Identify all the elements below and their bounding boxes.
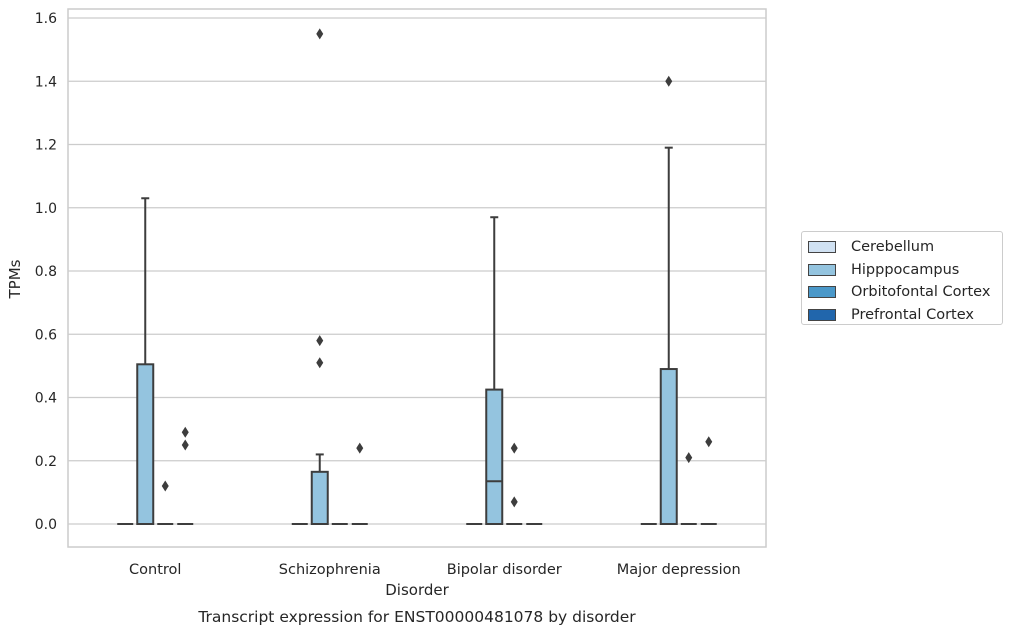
outlier-point: [161, 480, 169, 492]
box-layer: [117, 28, 717, 526]
legend-swatch: [808, 241, 836, 254]
y-tick-label: 0.8: [35, 264, 57, 280]
outlier-point: [181, 426, 189, 438]
y-tick-label: 1.2: [35, 138, 57, 154]
x-tick-labels: Control Schizophrenia Bipolar disorder Majo…: [129, 562, 741, 578]
x-tick-label: Schizophrenia: [279, 562, 381, 578]
outlier-point: [705, 436, 713, 448]
legend-item: Orbitofontal Cortex: [808, 281, 996, 304]
box: [485, 388, 504, 525]
y-axis-label: TPMs: [6, 259, 24, 299]
outlier-point: [510, 442, 518, 454]
x-tick-label: Control: [129, 562, 181, 578]
box-group: [157, 480, 174, 525]
box-group: [177, 426, 194, 525]
outlier-point: [356, 442, 364, 454]
y-tick-label: 0.6: [35, 327, 57, 343]
legend-item: Cerebellum: [808, 236, 996, 259]
y-tick-label: 1.0: [35, 201, 57, 217]
x-tick-label: Bipolar disorder: [447, 562, 562, 578]
box: [659, 368, 678, 525]
grid-layer: [68, 17, 766, 525]
box-group: [700, 436, 717, 525]
box-group: [351, 442, 368, 525]
legend-label: Cerebellum: [851, 239, 935, 256]
y-tick-labels: 0.0 0.2 0.4 0.6 0.8 1.0 1.2 1.4 1.6: [35, 11, 57, 533]
box: [310, 470, 329, 526]
box: [136, 363, 155, 526]
plot-frame: [67, 8, 767, 548]
box-group: [136, 197, 155, 526]
y-tick-label: 0.4: [35, 391, 57, 407]
outlier-point: [316, 28, 324, 40]
legend-swatch: [808, 263, 836, 276]
x-axis-label: Disorder: [385, 581, 449, 599]
legend-item: Prefrontal Cortex: [808, 304, 996, 327]
outlier-point: [181, 439, 189, 451]
legend-swatch: [808, 286, 836, 299]
outlier-point: [685, 452, 693, 464]
box-group: [310, 28, 329, 526]
legend-label: Prefrontal Cortex: [851, 306, 974, 323]
box-group: [659, 75, 678, 525]
y-tick-label: 0.2: [35, 454, 57, 470]
legend-item: Hipppocampus: [808, 259, 996, 282]
y-tick-label: 1.4: [35, 74, 57, 90]
outlier-point: [510, 496, 518, 508]
box-group: [506, 442, 523, 525]
outlier-point: [316, 357, 324, 369]
legend-label: Orbitofontal Cortex: [851, 284, 991, 301]
chart-caption: Transcript expression for ENST0000048107…: [197, 608, 636, 626]
legend-swatch: [808, 308, 836, 321]
box-group: [680, 452, 697, 525]
legend: Cerebellum Hipppocampus Orbitofontal Cor…: [801, 231, 1003, 325]
legend-label: Hipppocampus: [851, 261, 960, 278]
x-tick-label: Major depression: [617, 562, 741, 578]
outlier-point: [665, 75, 673, 87]
y-tick-label: 1.6: [35, 11, 57, 27]
outlier-point: [316, 335, 324, 347]
box-group: [485, 216, 504, 525]
y-tick-label: 0.0: [35, 517, 57, 533]
